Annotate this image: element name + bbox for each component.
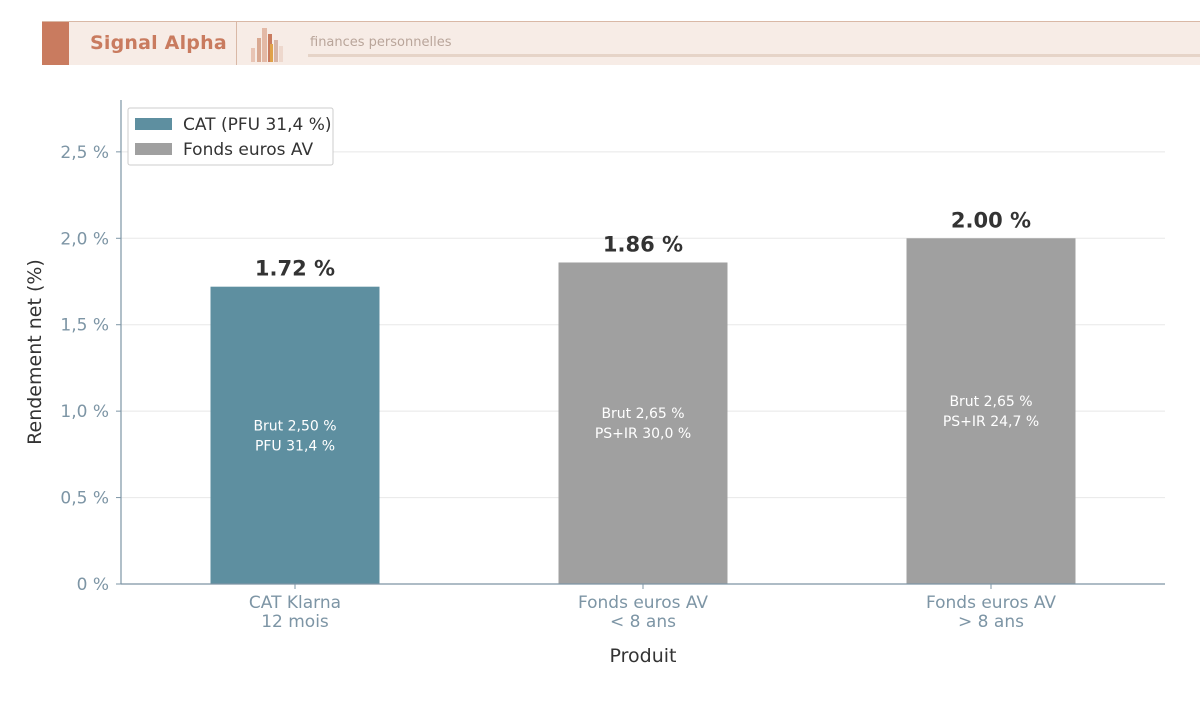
tagline-underline — [308, 54, 1200, 57]
legend-label: CAT (PFU 31,4 %) — [183, 115, 332, 135]
y-axis-label: Rendement net (%) — [24, 259, 46, 445]
y-tick-label: 1,0 % — [60, 402, 109, 422]
legend-box — [127, 107, 334, 166]
axes: 0 % 0,5 % 1,0 % 1,5 % 2,0 % 2,5 % CAT Klarna12… — [60, 100, 1165, 632]
x-tick-label: Fonds euros AV — [926, 593, 1056, 613]
x-tick-label: 12 mois — [261, 612, 329, 632]
bar-inner-label: Brut 2,65 % — [949, 394, 1032, 410]
x-tick-label: < 8 ans — [610, 612, 676, 632]
bar-value-label: 1.72 % — [255, 257, 335, 281]
x-axis-label: Produit — [610, 645, 677, 667]
brand-color-block — [42, 22, 69, 65]
x-tick-label: CAT Klarna — [249, 593, 341, 613]
bar — [210, 286, 380, 584]
bars: 1.72 % Brut 2,50 % PFU 31,4 % 1.86 % Brut 2,… — [210, 208, 1076, 585]
bar-inner-label: Brut 2,65 % — [601, 406, 684, 422]
tagline: finances personnelles — [310, 35, 452, 50]
bar-value-label: 2.00 % — [951, 208, 1031, 232]
banner-divider — [236, 22, 237, 65]
bar — [906, 238, 1076, 585]
y-tick-label: 1,5 % — [60, 316, 109, 336]
legend: CAT (PFU 31,4 %) Fonds euros AV — [127, 107, 334, 166]
y-tick-label: 0,5 % — [60, 489, 109, 509]
bar-inner-label: PS+IR 30,0 % — [595, 426, 691, 442]
bar-inner-label: PS+IR 24,7 % — [943, 414, 1039, 430]
y-tick-label: 2,5 % — [60, 143, 109, 163]
legend-swatch — [135, 118, 172, 130]
brand-name: Signal Alpha — [90, 32, 227, 54]
legend-label: Fonds euros AV — [183, 140, 313, 160]
bar — [558, 262, 728, 584]
legend-swatch — [135, 143, 172, 155]
bar-value-label: 1.86 % — [603, 232, 683, 256]
x-tick-label: > 8 ans — [958, 612, 1024, 632]
header-banner: Signal Alpha finances personnelles — [42, 21, 1200, 65]
bar-inner-label: PFU 31,4 % — [255, 438, 335, 454]
y-tick-label: 2,0 % — [60, 229, 109, 249]
x-tick-label: Fonds euros AV — [578, 593, 708, 613]
bar-chart-logo-icon — [251, 28, 283, 62]
y-tick-label: 0 % — [77, 575, 109, 595]
bar-inner-label: Brut 2,50 % — [253, 418, 336, 434]
